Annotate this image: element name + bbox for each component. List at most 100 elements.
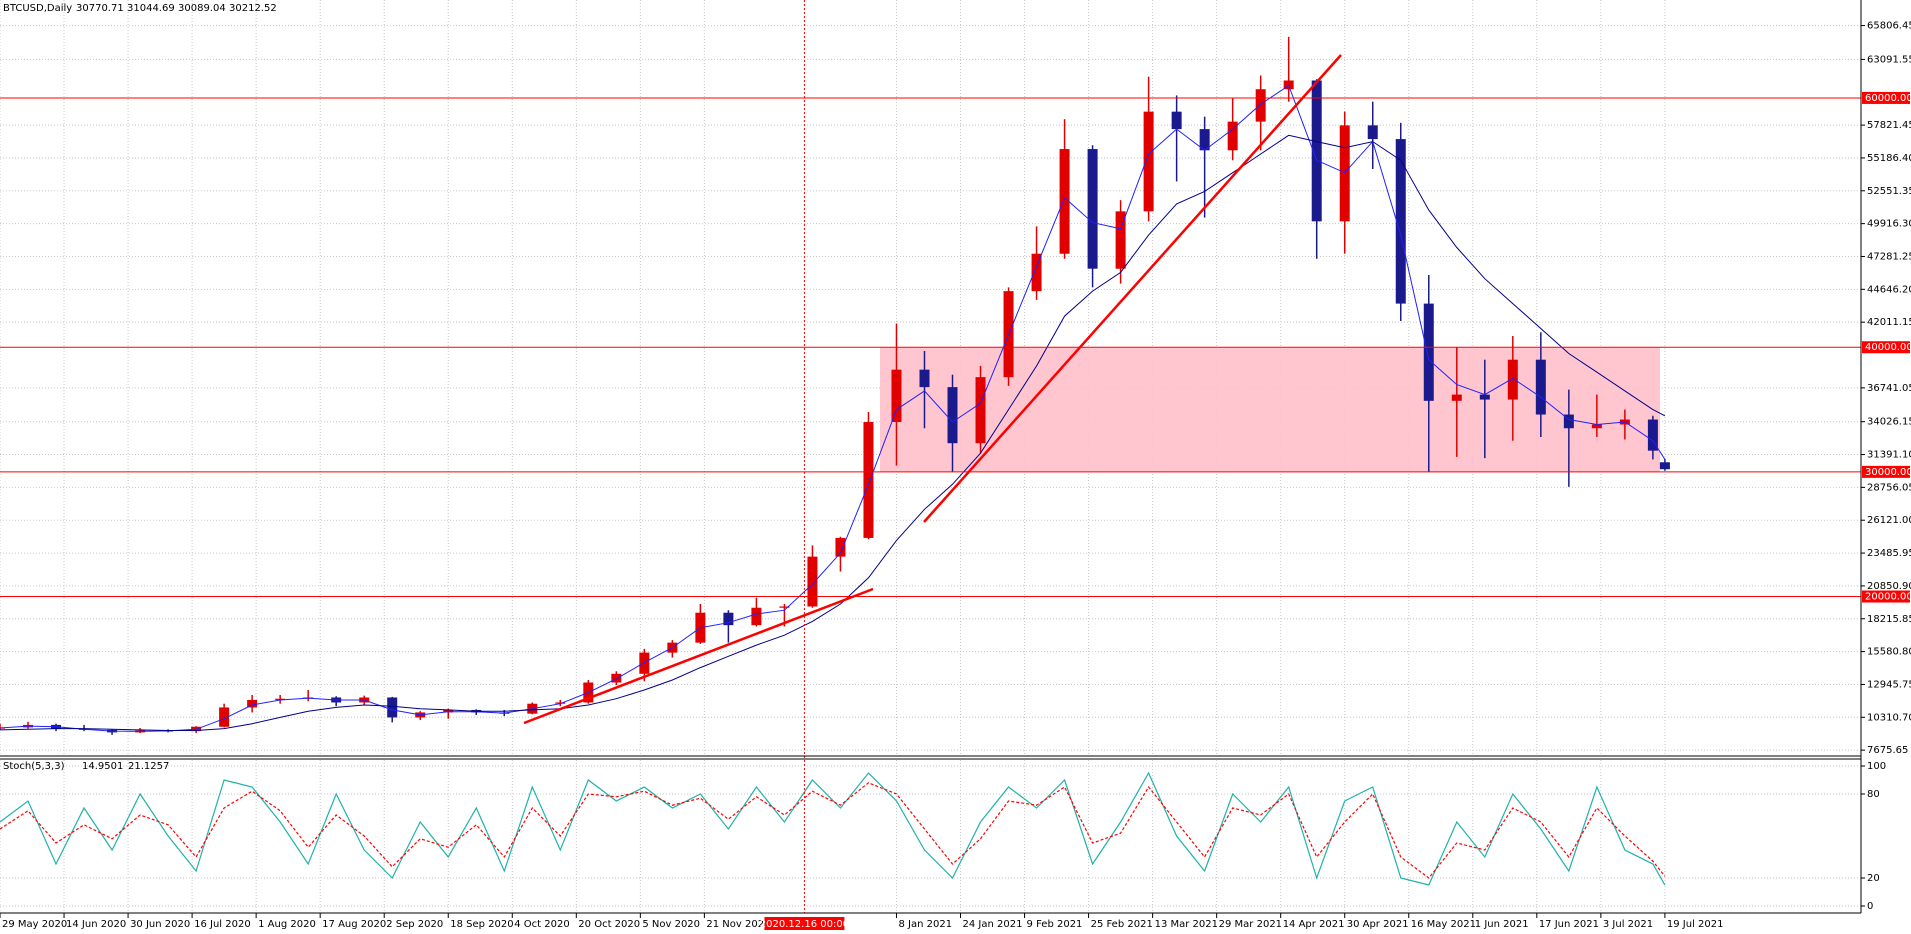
candle-body (275, 698, 286, 700)
header-d: 21.1257 (128, 761, 169, 772)
stoch-line (0, 771, 1666, 886)
candle-body (807, 556, 818, 607)
candle-body (639, 652, 650, 674)
crosshair-label-bg (764, 917, 845, 930)
header-close: 30212.52 (229, 3, 277, 14)
candle-body (1591, 424, 1602, 429)
level-label: 20000.00 (1865, 592, 1911, 603)
candle-body (751, 607, 762, 626)
candle-body (1423, 303, 1434, 401)
candle-body (1311, 80, 1322, 222)
candle-body (1031, 253, 1042, 292)
level-label-bg (1862, 590, 1910, 603)
x-tick-label: 2 Sep 2020 (386, 919, 443, 930)
candle-body (1087, 149, 1098, 269)
x-tick-label: 17 Jun 2021 (1539, 919, 1599, 930)
stoch-line (0, 782, 1666, 879)
x-tick-label: 19 Jul 2021 (1667, 919, 1724, 930)
x-tick-label: 25 Feb 2021 (1091, 919, 1153, 930)
candle-body (1647, 419, 1658, 451)
candle-body (555, 702, 566, 704)
x-tick-label: 13 Mar 2021 (1155, 919, 1218, 930)
marks-layer (0, 36, 1670, 886)
y-tick-label: 26121.00 (1867, 515, 1911, 526)
y-tick-label: 47281.25 (1867, 251, 1911, 262)
candle-body (1255, 89, 1266, 122)
symbol-title: BTCUSD,Daily (3, 3, 72, 14)
x-tick-label: 18 Sep 2020 (450, 919, 513, 930)
candle-body (863, 422, 874, 538)
x-tick-label: 16 May 2021 (1411, 919, 1476, 930)
candle-body (1143, 111, 1154, 212)
y-tick-label: 18215.85 (1867, 614, 1911, 625)
x-tick-label: 5 Nov 2020 (642, 919, 700, 930)
candle-body (1339, 125, 1350, 222)
x-tick-label: 30 Apr 2021 (1347, 919, 1409, 930)
y-tick-label: 31391.10 (1867, 450, 1911, 461)
candle-body (219, 707, 230, 727)
x-tick-label: 29 May 2020 (2, 919, 67, 930)
x-tick-label: 17 Aug 2020 (322, 919, 386, 930)
trend-line (523, 587, 874, 725)
x-tick-label: 24 Jan 2021 (963, 919, 1023, 930)
header-k: 14.9501 (82, 761, 123, 772)
x-tick-label: 4 Oct 2020 (514, 919, 569, 930)
candle-body (443, 709, 454, 713)
candle-body (1659, 462, 1670, 470)
candle-body (1283, 80, 1294, 90)
y-tick-label: 42011.15 (1867, 317, 1911, 328)
x-tick-label: 1 Jun 2021 (1475, 919, 1529, 930)
x-tick-label: 14 Apr 2021 (1283, 919, 1345, 930)
x-tick-label: 14 Jun 2020 (66, 919, 126, 930)
crosshair-label: 2020.12.16 00:00 (760, 919, 849, 930)
price-header: BTCUSD,Daily 30770.71 31044.69 30089.04 … (3, 3, 277, 14)
x-tick-label: 21 Nov 2020 (706, 919, 770, 930)
x-tick-label: 3 Jul 2021 (1603, 919, 1653, 930)
candle-body (1451, 394, 1462, 401)
x-tick-label: 20 Oct 2020 (578, 919, 640, 930)
x-tick-label: 29 Mar 2021 (1219, 919, 1282, 930)
y-tick-label: 44646.20 (1867, 284, 1911, 295)
candle-body (611, 673, 622, 683)
level-label: 60000.00 (1865, 93, 1911, 104)
y-tick-label: 80 (1867, 789, 1880, 800)
candle-body (1535, 359, 1546, 415)
candle-body (779, 606, 790, 608)
header-low: 30089.04 (178, 3, 226, 14)
y-tick-label: 15580.80 (1867, 647, 1911, 658)
candle-body (891, 369, 902, 423)
y-tick-label: 100 (1867, 761, 1886, 772)
level-label: 40000.00 (1865, 342, 1911, 353)
y-tick-label: 20850.90 (1867, 581, 1911, 592)
y-tick-label: 12945.75 (1867, 679, 1911, 690)
y-tick-label: 49916.30 (1867, 219, 1911, 230)
x-tick-label: 9 Feb 2021 (1027, 919, 1083, 930)
candle-body (387, 697, 398, 718)
y-tick-label: 20 (1867, 873, 1880, 884)
candle-body (723, 612, 734, 626)
candle-body (247, 699, 258, 708)
candle-body (1115, 211, 1126, 269)
header-high: 31044.69 (127, 3, 175, 14)
y-tick-label: 10310.70 (1867, 712, 1911, 723)
candle-body (1395, 139, 1406, 304)
candle-body (835, 537, 846, 557)
y-tick-label: 63091.55 (1867, 54, 1911, 65)
level-label-bg (1862, 91, 1910, 104)
candle-body (1059, 149, 1070, 254)
x-tick-label: 8 Jan 2021 (898, 919, 952, 930)
y-tick-label: 52551.35 (1867, 186, 1911, 197)
x-tick-label: 16 Jul 2020 (194, 919, 251, 930)
candle-body (1563, 414, 1574, 429)
candle-body (1479, 394, 1490, 400)
x-tick-label: 30 Jun 2020 (130, 919, 190, 930)
header-open: 30770.71 (76, 3, 124, 14)
candle-body (975, 377, 986, 444)
y-tick-label: 65806.45 (1867, 21, 1911, 32)
y-tick-label: 28756.05 (1867, 482, 1911, 493)
y-tick-label: 36741.05 (1867, 383, 1911, 394)
candle-body (1227, 121, 1238, 151)
